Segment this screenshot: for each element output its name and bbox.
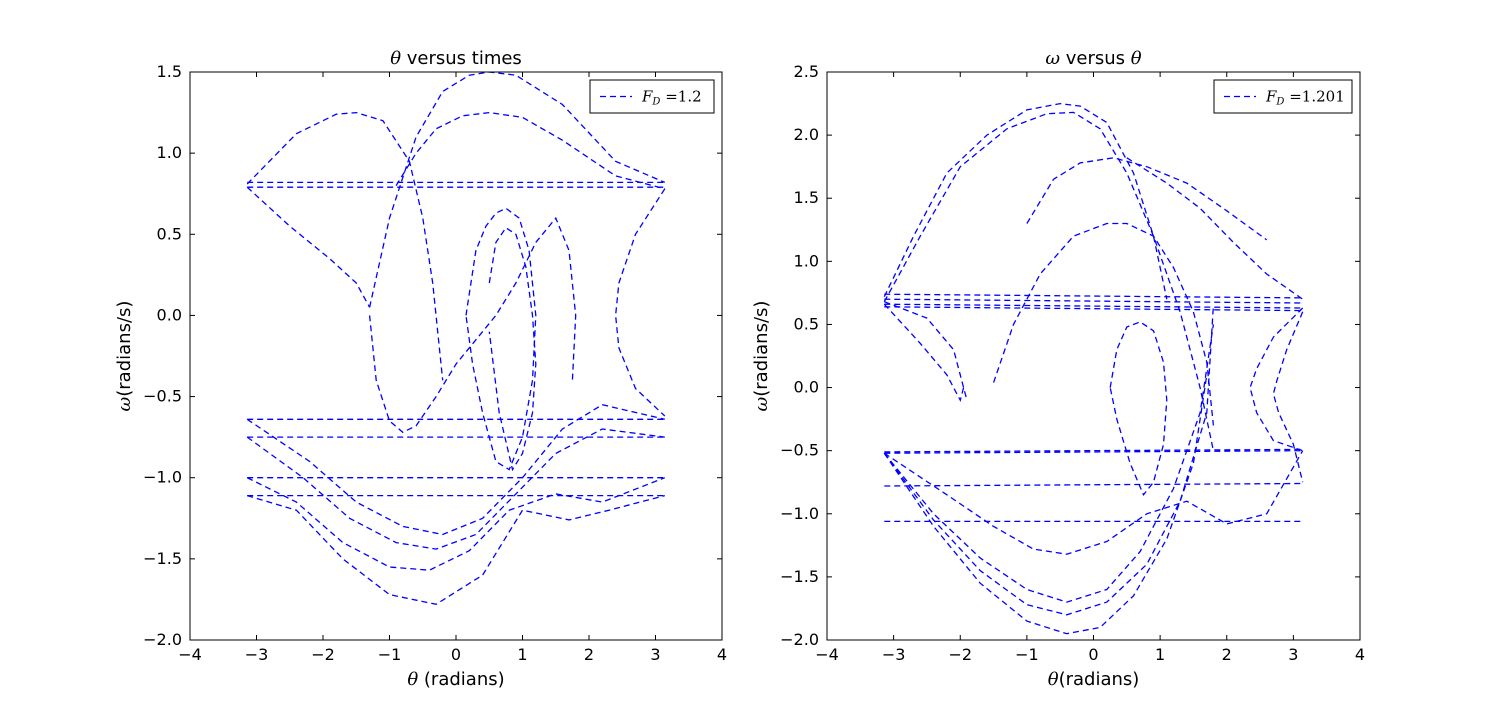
x-axis-label: θ(radians) (1048, 669, 1140, 690)
x-tick-label: −4 (178, 645, 202, 664)
y-tick-label: 1.0 (157, 143, 182, 162)
x-tick-label: −4 (815, 645, 839, 664)
series-line-16 (246, 477, 666, 571)
series-line-2 (395, 111, 665, 190)
x-tick-label: −1 (1015, 645, 1039, 664)
y-axis-label: ω(radians/s) (751, 301, 772, 412)
series-line-7 (1249, 307, 1304, 452)
series-line-5 (883, 303, 965, 402)
x-tick-label: 0 (451, 645, 461, 664)
y-tick-label: −0.5 (780, 441, 819, 460)
x-tick-label: 1 (1155, 645, 1165, 664)
x-tick-label: 4 (1355, 645, 1365, 664)
y-tick-label: 1.5 (794, 188, 819, 207)
series-line-6 (884, 301, 968, 401)
series-line-0 (883, 102, 1168, 300)
x-tick-label: −2 (311, 645, 335, 664)
series-line-21 (883, 374, 1208, 635)
chart-title: ω versus θ (1045, 48, 1141, 69)
x-tick-label: 2 (584, 645, 594, 664)
x-tick-label: 2 (1222, 645, 1232, 664)
series-line-12 (465, 207, 537, 471)
series-line-4 (1126, 157, 1304, 300)
y-tick-label: −1.0 (780, 504, 819, 523)
series-line-15 (246, 428, 665, 550)
x-tick-label: −3 (245, 645, 269, 664)
series-line-17 (247, 494, 665, 605)
y-tick-label: 0.0 (157, 305, 182, 324)
x-tick-label: −1 (378, 645, 402, 664)
plot-frame (189, 71, 723, 641)
x-tick-label: −2 (948, 645, 972, 664)
y-tick-label: −1.5 (780, 567, 819, 586)
y-tick-label: −1.5 (143, 549, 182, 568)
series-line-2 (1026, 157, 1268, 241)
y-tick-label: −2.0 (780, 630, 819, 649)
y-tick-label: 2.5 (794, 62, 819, 81)
series-line-1 (883, 111, 1215, 451)
y-tick-label: 0.5 (794, 314, 819, 333)
series-line-9 (884, 293, 1303, 299)
y-tick-label: −2.0 (143, 630, 182, 649)
series-line-17 (1109, 321, 1168, 497)
series-line-4 (614, 188, 666, 417)
series-line-15 (884, 482, 1303, 487)
series-line-14 (246, 404, 665, 536)
y-tick-label: 0.5 (157, 224, 182, 243)
y-axis-label: ω(radians/s) (114, 301, 135, 412)
y-tick-label: 0.0 (794, 378, 819, 397)
x-tick-label: 3 (1288, 645, 1298, 664)
legend: FD =1.201 (1213, 79, 1353, 114)
legend-label: FD =1.2 (641, 88, 702, 108)
left-chart-panel: −4 −3 −2 −1 0 1 2 3 4 −2.0 −1.5 −1.0 −0.5 0.0 0.5 1.0 1.… (114, 48, 727, 690)
plot-frame (826, 71, 1361, 641)
y-tick-label: 1.5 (157, 62, 182, 81)
series-group (883, 102, 1304, 635)
series-line-1 (368, 72, 666, 308)
series-line-3 (992, 222, 1215, 426)
legend: FD =1.2 (589, 79, 715, 114)
x-axis-label: θ (radians) (407, 669, 504, 690)
series-group (246, 72, 666, 605)
y-tick-label: −0.5 (143, 387, 182, 406)
series-line-8 (1272, 311, 1304, 483)
y-tick-label: 1.0 (794, 251, 819, 270)
x-tick-label: 3 (650, 645, 660, 664)
x-tick-label: 1 (517, 645, 527, 664)
x-tick-label: 4 (717, 645, 727, 664)
series-line-19 (883, 324, 1215, 603)
right-chart-panel: −4 −3 −2 −1 0 1 2 3 4 −2.0 −1.5 −1.0 −0.5 0.0 0.5 1.0 1.… (751, 48, 1365, 690)
y-tick-label: 2.0 (794, 125, 819, 144)
chart-title: θ versus times (390, 48, 522, 69)
x-tick-label: −3 (882, 645, 906, 664)
y-tick-label: −1.0 (143, 468, 182, 487)
series-line-20 (883, 305, 1215, 616)
series-line-13 (488, 226, 537, 472)
series-line-0 (246, 111, 444, 381)
series-line-11 (368, 216, 577, 434)
series-line-3 (246, 186, 371, 308)
series-line-18 (883, 450, 1304, 555)
x-tick-label: 0 (1088, 645, 1098, 664)
series-line-10 (884, 298, 1303, 304)
legend-label: FD =1.201 (1265, 88, 1345, 108)
